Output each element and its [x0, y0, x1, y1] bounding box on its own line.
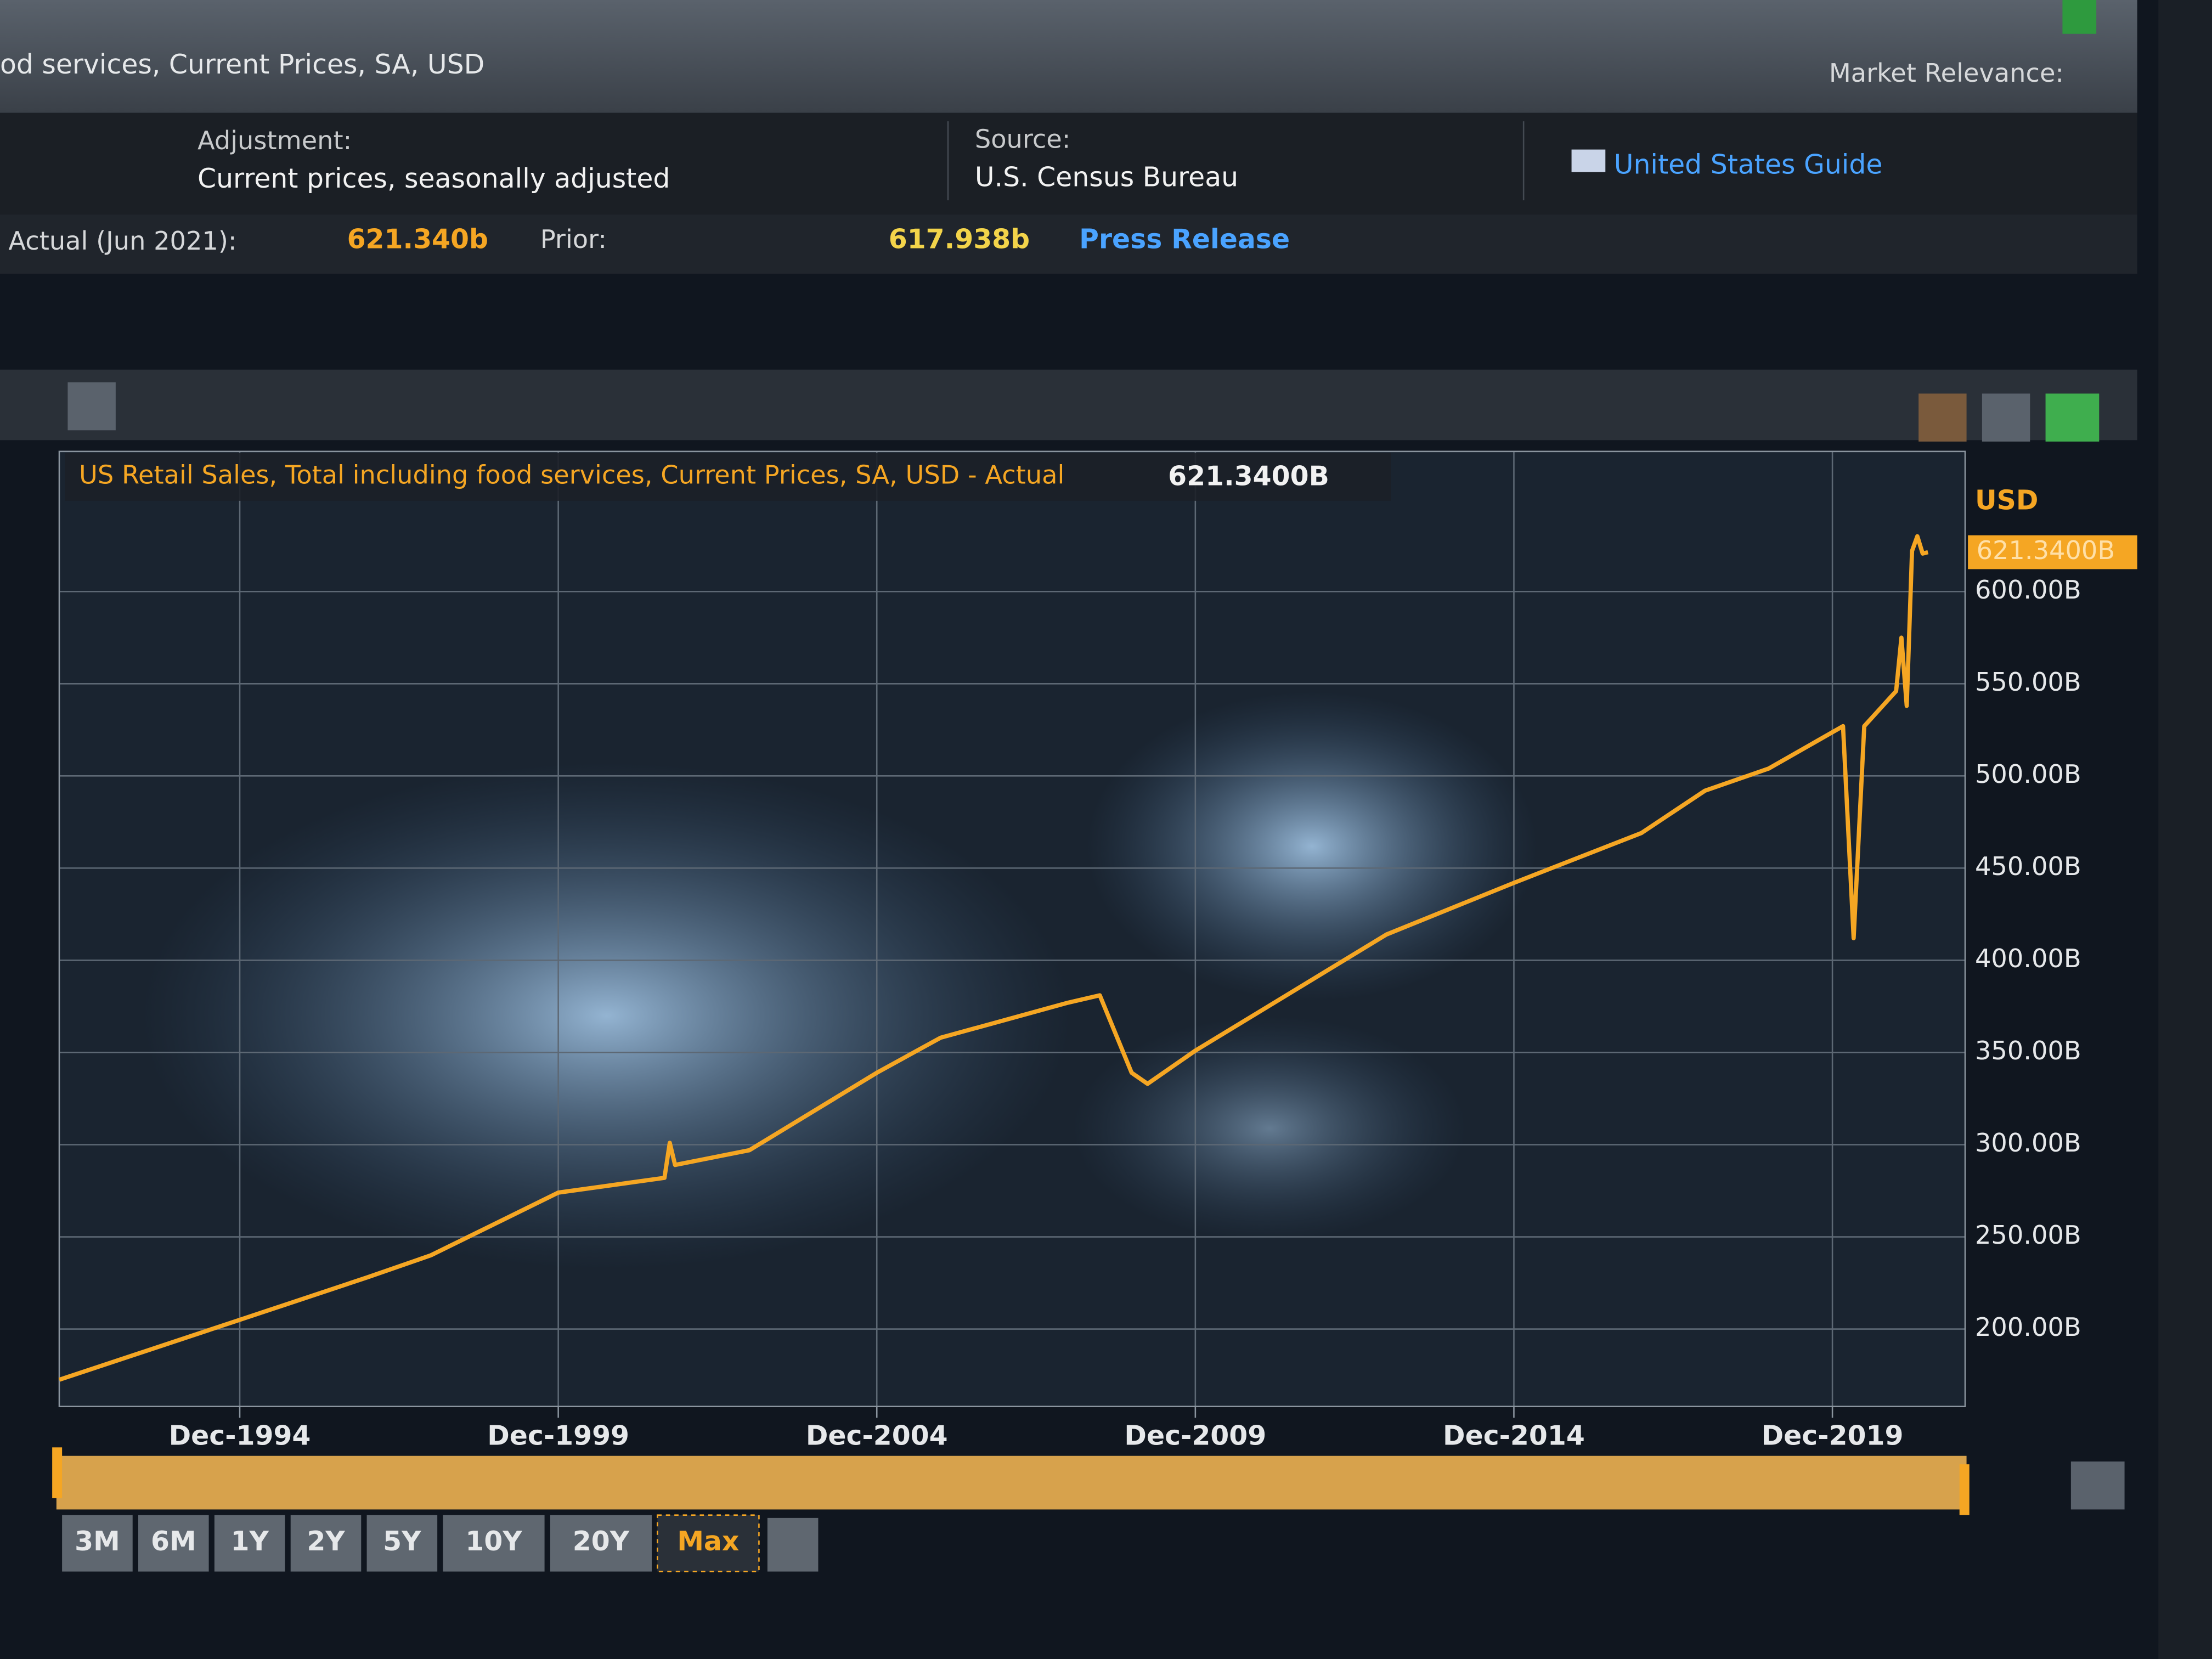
range-button[interactable] — [138, 1515, 209, 1572]
side-panel — [2158, 0, 2212, 1659]
source-label: Source: — [975, 125, 1070, 154]
range-buttons: 3M 6M 1Y 2Y 5Y 10Y 20Y Max — [62, 1514, 819, 1572]
y-tick-label: 300.00B — [1975, 1128, 2081, 1158]
prior-value: 617.938b — [889, 224, 1030, 255]
adjustment-label: Adjustment: — [198, 126, 352, 155]
chart-title-box — [65, 453, 1391, 501]
title-bar — [0, 0, 2137, 113]
info-row — [0, 112, 2137, 215]
range-button-label[interactable]: 2Y — [307, 1526, 345, 1557]
range-button[interactable] — [366, 1515, 438, 1572]
x-tick-label: Dec-1999 — [487, 1420, 629, 1451]
actual-value: 621.340b — [347, 224, 488, 255]
range-button-label[interactable]: 10Y — [465, 1526, 522, 1557]
last-value-label: 621.3400B — [1977, 535, 2115, 565]
y-tick-label: 250.00B — [1975, 1220, 2081, 1250]
slider-handle[interactable] — [1959, 1464, 1970, 1515]
range-button-label[interactable]: 20Y — [573, 1526, 630, 1557]
collapse-button[interactable] — [67, 382, 116, 431]
y-tick-label: 400.00B — [1975, 944, 2081, 973]
export-button[interactable] — [2070, 1462, 2125, 1510]
x-tick-label: Dec-2014 — [1443, 1420, 1585, 1451]
screen-glare — [141, 761, 1073, 1270]
range-button-label[interactable]: 6M — [151, 1526, 196, 1557]
plot-border — [58, 450, 1966, 1407]
slider-handle[interactable] — [52, 1447, 63, 1498]
screen-glare — [1072, 1015, 1468, 1242]
chart-type-button[interactable] — [1918, 393, 1967, 442]
flag-icon — [1571, 149, 1606, 172]
chart-toolbar — [0, 369, 2137, 441]
adjustment: Current prices, seasonally adjusted — [198, 163, 670, 194]
grid — [58, 450, 1966, 1418]
x-tick-label: Dec-2019 — [1762, 1420, 1904, 1451]
prior-label: Prior: — [540, 224, 607, 254]
x-tick-label: Dec-2009 — [1124, 1420, 1266, 1451]
range-button[interactable] — [62, 1515, 133, 1572]
excel-icon[interactable] — [2062, 0, 2097, 34]
last-value-tag — [1968, 535, 2137, 569]
range-button-label[interactable]: 1Y — [230, 1526, 269, 1557]
y-tick-label: 450.00B — [1975, 851, 2081, 881]
range-button[interactable] — [443, 1515, 545, 1572]
range-slider[interactable] — [56, 1455, 1967, 1510]
market-relevance: Market Relevance: — [1829, 58, 2064, 88]
guide-link[interactable]: United States Guide — [1614, 149, 1883, 180]
y-tick-label: 200.00B — [1975, 1312, 2081, 1342]
press-release-link[interactable]: Press Release — [1079, 224, 1290, 255]
actual-label: Actual (Jun 2021): — [8, 226, 236, 256]
screen-glare — [1086, 691, 1538, 1002]
table-view-button[interactable] — [1982, 393, 2030, 442]
stats-row — [0, 214, 2137, 274]
range-button[interactable] — [214, 1515, 285, 1572]
source: U.S. Census Bureau — [975, 162, 1238, 193]
chart-title: US Retail Sales, Total including food se… — [79, 460, 1064, 490]
y-tick-label: 550.00B — [1975, 667, 2081, 697]
range-button-label[interactable]: 3M — [75, 1526, 120, 1557]
range-button[interactable] — [550, 1515, 652, 1572]
x-tick-label: Dec-2004 — [806, 1420, 948, 1451]
y-tick-label: 600.00B — [1975, 575, 2081, 605]
x-tick-label: Dec-1994 — [169, 1420, 311, 1451]
chart-view-button[interactable] — [2045, 393, 2100, 442]
settings-button[interactable] — [767, 1517, 819, 1572]
range-button[interactable] — [290, 1515, 362, 1572]
y-tick-label: 500.00B — [1975, 759, 2081, 789]
page-title: od services, Current Prices, SA, USD — [0, 49, 484, 80]
range-button-label[interactable]: Max — [677, 1526, 739, 1557]
range-button-label[interactable]: 5Y — [383, 1526, 421, 1557]
series-line — [58, 534, 1929, 1382]
y-tick-label: 350.00B — [1975, 1036, 2081, 1065]
range-button[interactable] — [657, 1514, 760, 1572]
chart-title-value: 621.3400B — [1168, 461, 1329, 492]
y-axis-label: USD — [1975, 484, 2038, 516]
